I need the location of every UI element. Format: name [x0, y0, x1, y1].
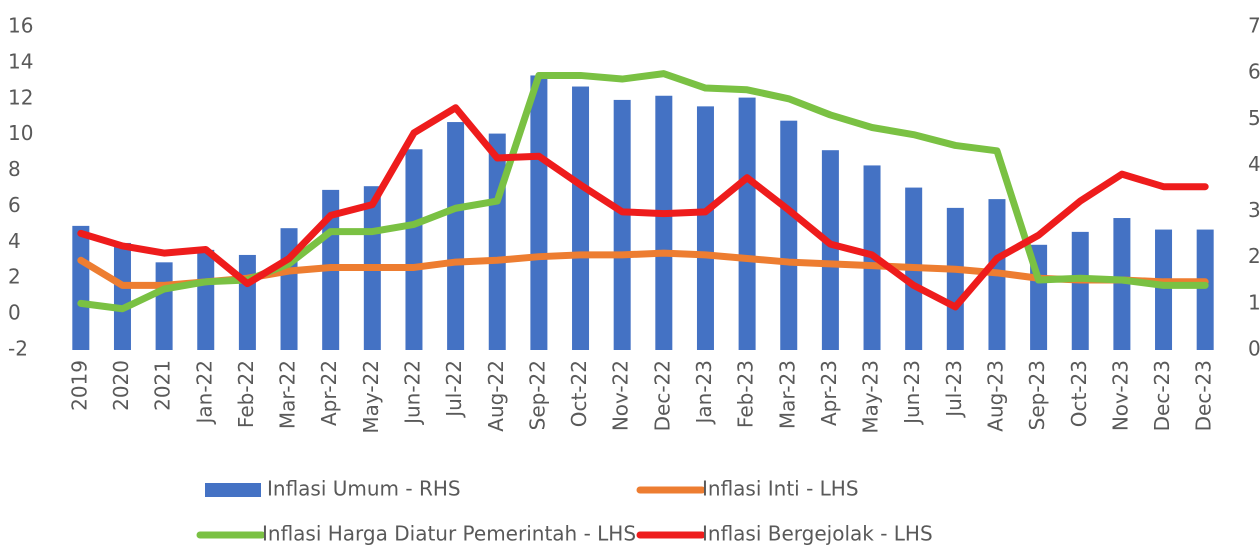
bar	[1196, 229, 1214, 350]
y-tick-label: 14	[8, 49, 33, 73]
bar	[155, 262, 173, 350]
bar	[655, 95, 673, 350]
bar	[530, 75, 548, 350]
x-tick-label: May-22	[359, 360, 383, 434]
x-tick-label: Mar-22	[276, 360, 300, 429]
y2-tick-label: 5	[1248, 106, 1260, 130]
legend-swatch	[205, 483, 261, 497]
x-tick-label: May-23	[859, 360, 883, 434]
bar	[1113, 218, 1131, 350]
legend-label: Inflasi Inti - LHS	[702, 477, 859, 501]
bar	[238, 254, 256, 350]
x-tick-label: Jan-23	[692, 360, 716, 426]
y2-tick-label: 1	[1248, 290, 1260, 314]
x-tick-label: Mar-23	[775, 360, 799, 429]
x-tick-label: 2019	[67, 360, 91, 411]
bar	[1071, 231, 1089, 350]
bar	[197, 249, 215, 350]
legend-label: Inflasi Harga Diatur Pemerintah - LHS	[262, 522, 636, 546]
x-tick-label: Jan-22	[192, 360, 216, 426]
y-tick-label: 0	[8, 301, 21, 325]
x-tick-label: Sep-23	[1025, 360, 1049, 430]
x-tick-label: Nov-22	[609, 360, 633, 431]
bar	[447, 122, 465, 350]
y2-tick-label: 3	[1248, 198, 1260, 222]
bar	[780, 120, 798, 350]
y2-tick-label: 7	[1248, 14, 1260, 38]
legend-label: Inflasi Bergejolak - LHS	[702, 522, 933, 546]
x-tick-label: Jun-22	[400, 360, 424, 426]
bar	[946, 207, 964, 350]
bar	[405, 149, 423, 350]
y2-tick-label: 6	[1248, 60, 1260, 84]
bar	[488, 133, 506, 350]
x-tick-label: 2020	[109, 360, 133, 411]
y-tick-label: -2	[8, 337, 28, 361]
bar	[738, 97, 756, 350]
x-tick-label: Apr-23	[817, 360, 841, 426]
line	[77, 104, 1209, 311]
y-tick-label: 6	[8, 193, 21, 217]
y-tick-label: 12	[8, 85, 33, 109]
y2-tick-label: 0	[1248, 337, 1260, 361]
x-tick-label: Nov-23	[1108, 360, 1132, 431]
x-tick-label: Jul-23	[942, 360, 966, 419]
x-tick-label: Aug-23	[983, 360, 1007, 432]
y-tick-label: 10	[8, 121, 33, 145]
x-tick-label: Dec-23	[1192, 360, 1216, 431]
x-tick-label: 2021	[151, 360, 175, 411]
x-tick-label: Apr-22	[317, 360, 341, 426]
bar	[72, 225, 90, 350]
x-tick-label: Aug-22	[484, 360, 508, 432]
bar	[821, 150, 839, 350]
bar	[113, 242, 131, 350]
x-tick-label: Sep-22	[525, 360, 549, 430]
x-tick-label: Feb-23	[734, 360, 758, 428]
bar	[1155, 229, 1173, 350]
y2-tick-label: 4	[1248, 152, 1260, 176]
x-tick-label: Feb-22	[234, 360, 258, 428]
y-tick-label: 16	[8, 14, 33, 38]
x-tick-label: Dec-22	[650, 360, 674, 431]
x-tick-label: Dec-23	[1150, 360, 1174, 431]
legend-label: Inflasi Umum - RHS	[267, 477, 461, 501]
x-tick-label: Oct-22	[567, 360, 591, 427]
x-tick-label: Oct-23	[1067, 360, 1091, 427]
y-tick-label: 2	[8, 265, 21, 289]
y-tick-label: 8	[8, 157, 21, 181]
bar	[696, 106, 714, 350]
bar	[613, 99, 631, 350]
x-tick-label: Jun-23	[900, 360, 924, 426]
y2-tick-label: 2	[1248, 244, 1260, 268]
y-tick-label: 4	[8, 229, 21, 253]
x-tick-label: Jul-22	[442, 360, 466, 419]
bar	[572, 86, 590, 350]
bar	[280, 228, 298, 350]
